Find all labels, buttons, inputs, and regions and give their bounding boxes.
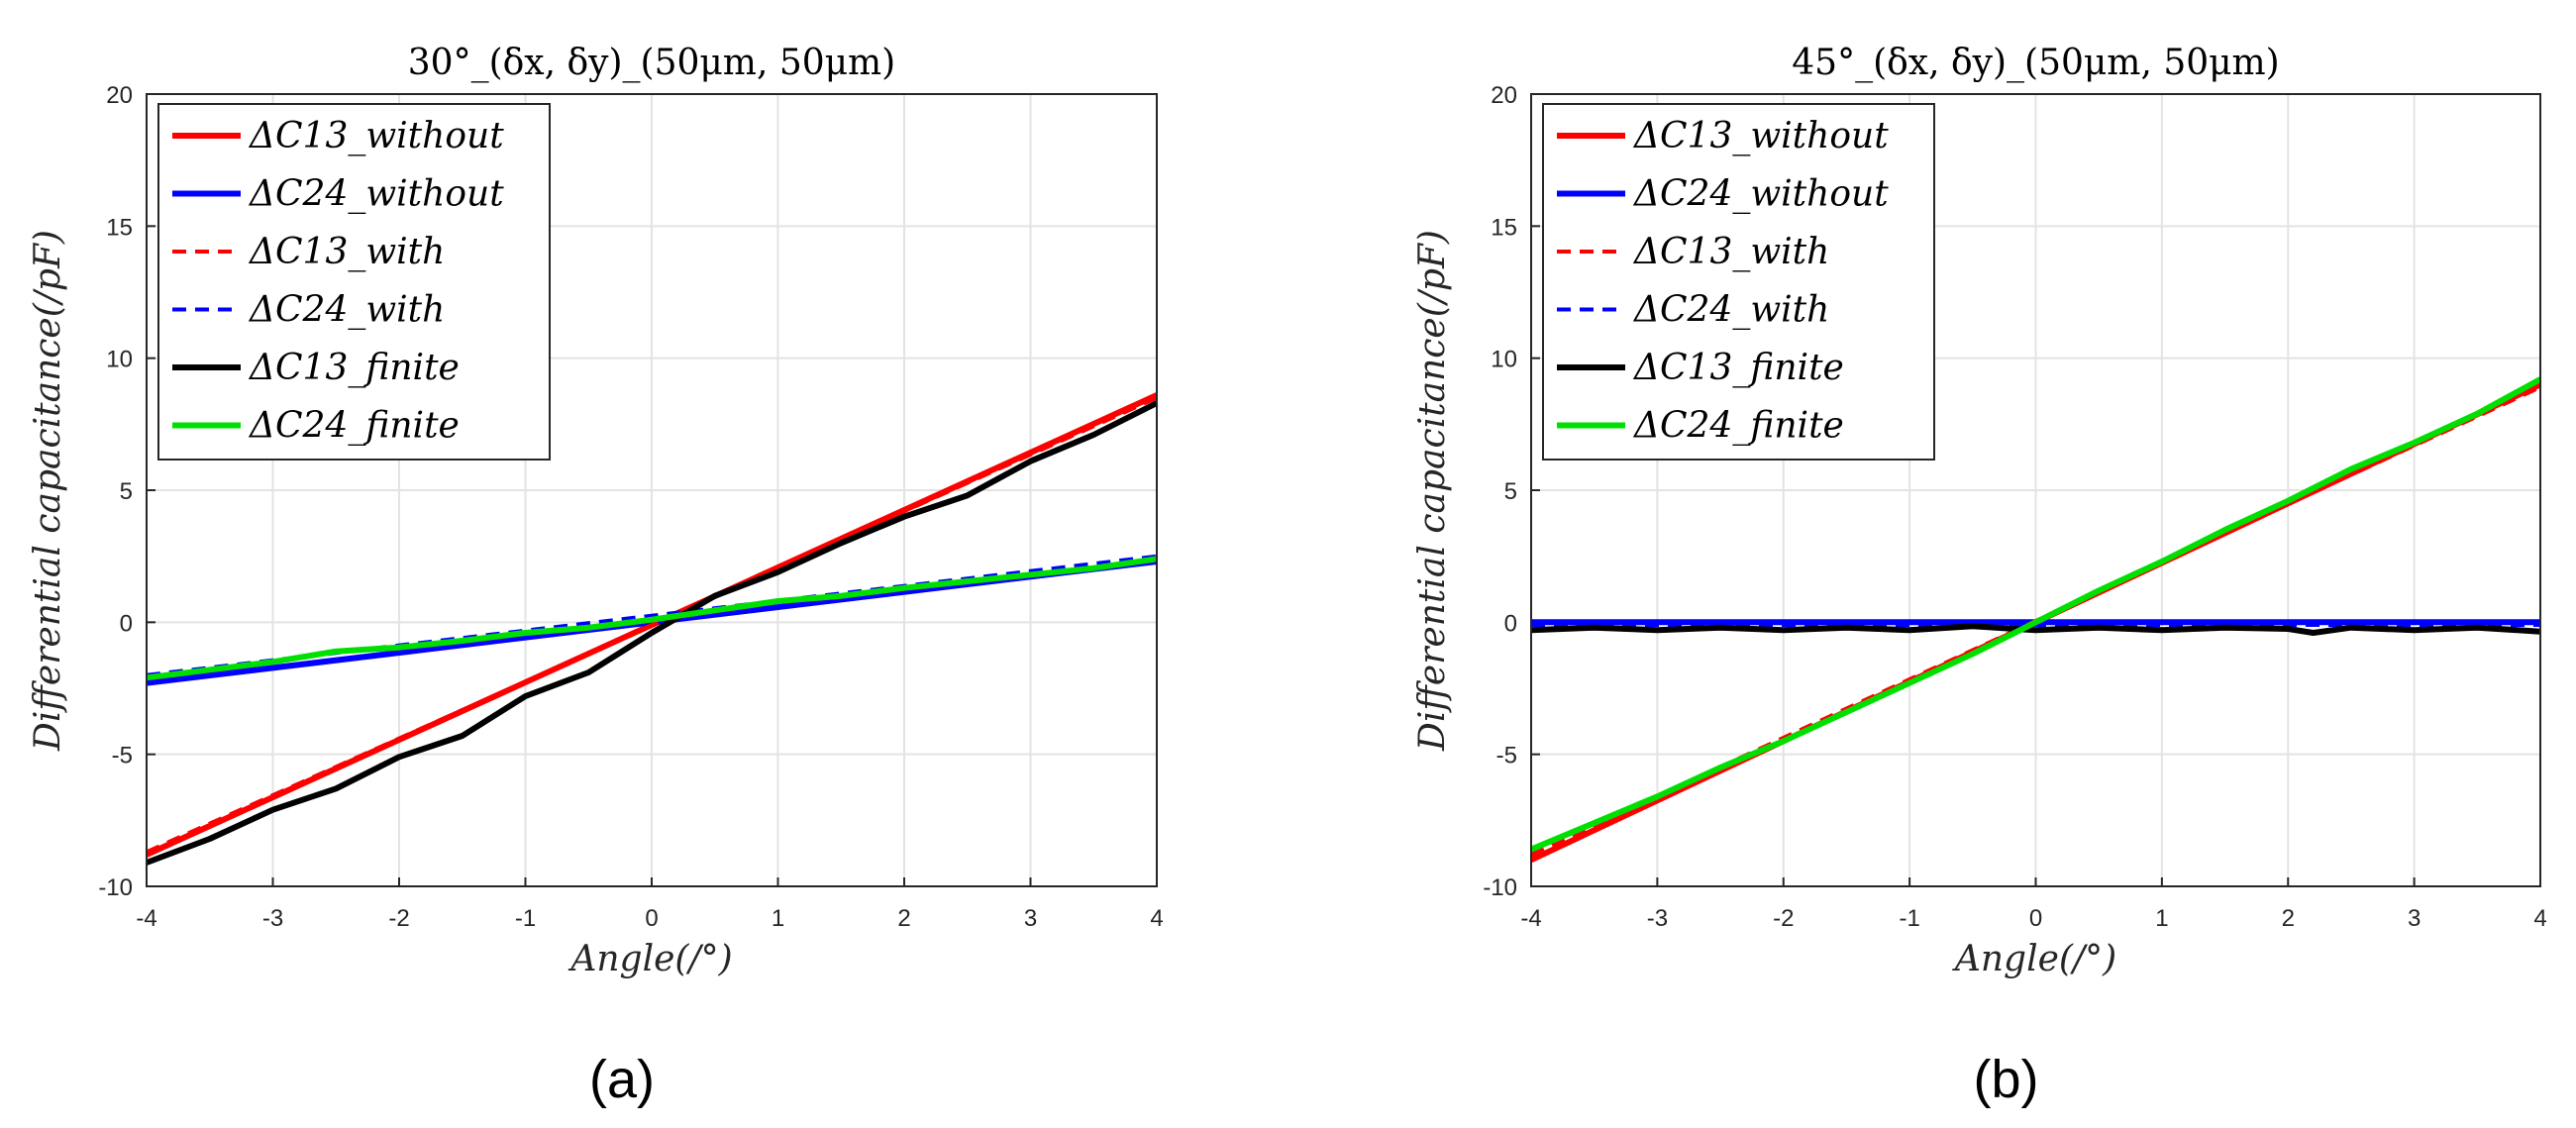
y-tick-label: 20 [1491,82,1517,109]
x-tick-label: 0 [645,905,658,932]
y-tick-label: -10 [98,874,133,901]
legend-entry: ΔC13_without [1632,116,1889,156]
panel-label: (b) [1974,1050,2039,1109]
panel-label: (a) [589,1050,655,1109]
y-axis-label: Differential capacitance(/pF) [28,230,68,752]
y-tick-label: 15 [106,214,133,241]
x-tick-label: -2 [1773,905,1794,932]
legend-entry: ΔC13_finite [1632,348,1844,388]
y-tick-label: -10 [1483,874,1517,901]
x-tick-label: -4 [1520,905,1541,932]
legend-entry: ΔC24_without [248,174,504,215]
x-tick-label: 3 [2408,905,2421,932]
legend-entry: ΔC24_finite [1632,406,1844,447]
chart-title: 30°_(δx, δy)_(50μm, 50μm) [408,43,895,83]
y-tick-label: 15 [1491,214,1517,241]
x-tick-label: -1 [515,905,536,932]
y-tick-label: 20 [106,82,133,109]
x-tick-label: -2 [388,905,409,932]
y-tick-label: 0 [1504,610,1517,637]
legend-entry: ΔC24_with [1632,290,1829,331]
legend-entry: ΔC24_without [1632,174,1889,215]
chart-panel-1: -4 -3 -2 -1 0 1 2 3 4-10-505101520ΔC13_withoutΔC… [28,43,1164,1109]
chart-panel-2: -4 -3 -2 -1 0 1 2 3 4-10-505101520ΔC13_withoutΔC… [1412,43,2547,1109]
y-tick-label: 10 [1491,347,1517,373]
legend-entry: ΔC24_finite [248,406,460,447]
y-tick-label: 5 [120,478,133,505]
x-tick-label: -4 [136,905,156,932]
x-tick-label: -1 [1899,905,1919,932]
x-tick-label: 2 [2282,905,2295,932]
y-tick-label: -5 [1496,743,1517,769]
x-tick-label: 2 [897,905,910,932]
figure: -4 -3 -2 -1 0 1 2 3 4-10-505101520ΔC13_withoutΔC… [0,0,2576,1128]
legend-entry: ΔC13_with [1632,232,1829,272]
x-tick-label: 0 [2029,905,2042,932]
y-tick-label: 10 [106,347,133,373]
series-line--c13-finite [1531,626,2540,633]
x-tick-label: 4 [1150,905,1163,932]
x-tick-label: 4 [2533,905,2546,932]
legend-entry: ΔC24_with [248,290,445,331]
x-tick-label: -3 [1647,905,1668,932]
legend-entry: ΔC13_finite [248,348,460,388]
x-tick-label: 1 [772,905,784,932]
y-axis-label: Differential capacitance(/pF) [1412,230,1453,752]
x-tick-label: 1 [2155,905,2168,932]
y-tick-label: -5 [112,743,133,769]
legend: ΔC13_without ΔC24_without ΔC13_with ΔC24_wi… [1543,104,1934,460]
x-tick-label: -3 [262,905,283,932]
y-tick-label: 5 [1504,478,1517,505]
chart-title: 45°_(δx, δy)_(50μm, 50μm) [1792,43,2279,83]
y-tick-label: 0 [120,610,133,637]
legend: ΔC13_without ΔC24_without ΔC13_with ΔC24_wi… [158,104,550,460]
x-axis-label: Angle(/°) [567,939,732,979]
x-axis-label: Angle(/°) [1952,939,2116,979]
x-tick-label: 3 [1024,905,1037,932]
legend-entry: ΔC13_without [248,116,504,156]
legend-entry: ΔC13_with [248,232,445,272]
